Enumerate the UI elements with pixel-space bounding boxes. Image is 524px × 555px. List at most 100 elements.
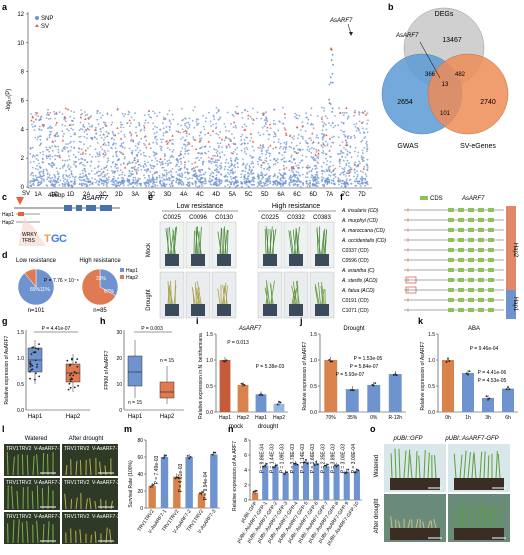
snp-point <box>107 173 109 175</box>
venn-count-all: 13 <box>442 82 449 88</box>
snp-point <box>29 180 31 182</box>
snp-point <box>107 141 109 143</box>
snp-point <box>212 176 214 178</box>
snp-point <box>135 162 137 164</box>
snp-point <box>210 125 212 127</box>
snp-point <box>308 171 310 173</box>
snp-point <box>341 122 343 124</box>
sv-point <box>195 148 197 150</box>
overexpression-leaf <box>476 502 477 528</box>
chart-k-point <box>467 374 469 376</box>
chart-k-point <box>449 360 451 362</box>
snp-point <box>328 174 330 176</box>
panel-e-row-drought: Drought <box>146 289 152 311</box>
snp-point <box>347 160 349 162</box>
snp-point <box>39 171 41 173</box>
snp-point <box>316 151 318 153</box>
snp-point <box>275 123 277 125</box>
snp-point <box>131 174 133 176</box>
chart-i-bar <box>256 394 267 412</box>
snp-point <box>277 181 279 183</box>
snp-point <box>185 177 187 179</box>
snp-point <box>321 145 323 147</box>
snp-point <box>334 182 336 184</box>
g-point-hap1 <box>34 379 36 381</box>
snp-point <box>156 163 158 165</box>
snp-point <box>122 146 124 148</box>
snp-point <box>358 130 360 132</box>
chart-k-point <box>509 388 511 390</box>
plant-pot <box>263 304 277 316</box>
chart-j-xtick-label: R-12h <box>388 415 402 421</box>
snp-point <box>221 151 223 153</box>
snp-point <box>37 136 39 138</box>
sv-point <box>311 132 313 134</box>
sv-peak-point <box>330 47 333 50</box>
manhattan-ytick-label: 4 <box>21 127 25 133</box>
sv-point <box>30 119 32 121</box>
chart-n-bar <box>354 471 360 500</box>
snp-point <box>217 134 219 136</box>
cds-block <box>488 268 494 272</box>
snp-point <box>36 165 38 167</box>
cds-block <box>468 288 474 292</box>
snp-point <box>147 122 149 124</box>
chromosome-label: 3D <box>164 192 172 198</box>
venn-gwas-title: GWAS <box>397 143 418 150</box>
snp-point <box>317 157 319 159</box>
chart-k-xtick-label: 0h <box>445 415 451 421</box>
svg-text:C: C <box>59 233 67 245</box>
snp-point <box>108 160 110 162</box>
snp-point <box>151 178 153 180</box>
snp-point <box>275 180 277 182</box>
chart-j-point <box>373 384 375 386</box>
snp-point <box>347 118 349 120</box>
snp-point <box>81 162 83 164</box>
sv-point <box>145 146 147 148</box>
snp-point <box>99 135 101 137</box>
n-pvalue: P = 3.89E-03 <box>331 444 337 473</box>
snp-point <box>71 146 73 148</box>
snp-point <box>327 182 329 184</box>
snp-point <box>135 179 137 181</box>
legend-snp-marker <box>35 16 39 20</box>
snp-point <box>134 157 136 159</box>
snp-point <box>332 73 334 75</box>
snp-point <box>182 137 184 139</box>
n-pvalue: P = 2.35E-03 <box>320 444 326 473</box>
snp-point <box>216 152 218 154</box>
snp-point <box>366 123 368 125</box>
snp-point <box>220 166 222 168</box>
snp-point <box>96 119 98 121</box>
snp-point <box>84 171 86 173</box>
snp-point <box>302 149 304 151</box>
snp-point <box>365 143 367 145</box>
snp-point <box>36 180 38 182</box>
snp-point <box>106 113 108 115</box>
snp-point <box>96 152 98 154</box>
snp-point <box>302 121 304 123</box>
snp-point <box>184 166 186 168</box>
snp-point <box>167 179 169 181</box>
snp-point <box>32 126 34 128</box>
snp-point <box>364 147 366 149</box>
exon-block-3 <box>86 205 96 211</box>
snp-point <box>353 115 355 117</box>
hap2-label: Hap2 <box>2 220 14 226</box>
snp-point <box>140 138 142 140</box>
o-row-watered: Watered <box>374 455 380 477</box>
snp-point <box>156 115 158 117</box>
snp-point <box>62 135 64 137</box>
chart-k-bar <box>442 360 454 412</box>
snp-point <box>215 169 217 171</box>
sv-point <box>129 131 131 133</box>
snp-point <box>144 169 146 171</box>
snp-point <box>105 167 107 169</box>
snp-point <box>278 172 280 174</box>
snp-point <box>33 154 35 156</box>
snp-point <box>299 162 301 164</box>
snp-point <box>106 165 108 167</box>
snp-point <box>360 170 362 172</box>
snp-point <box>75 176 77 178</box>
snp-point <box>291 181 293 183</box>
